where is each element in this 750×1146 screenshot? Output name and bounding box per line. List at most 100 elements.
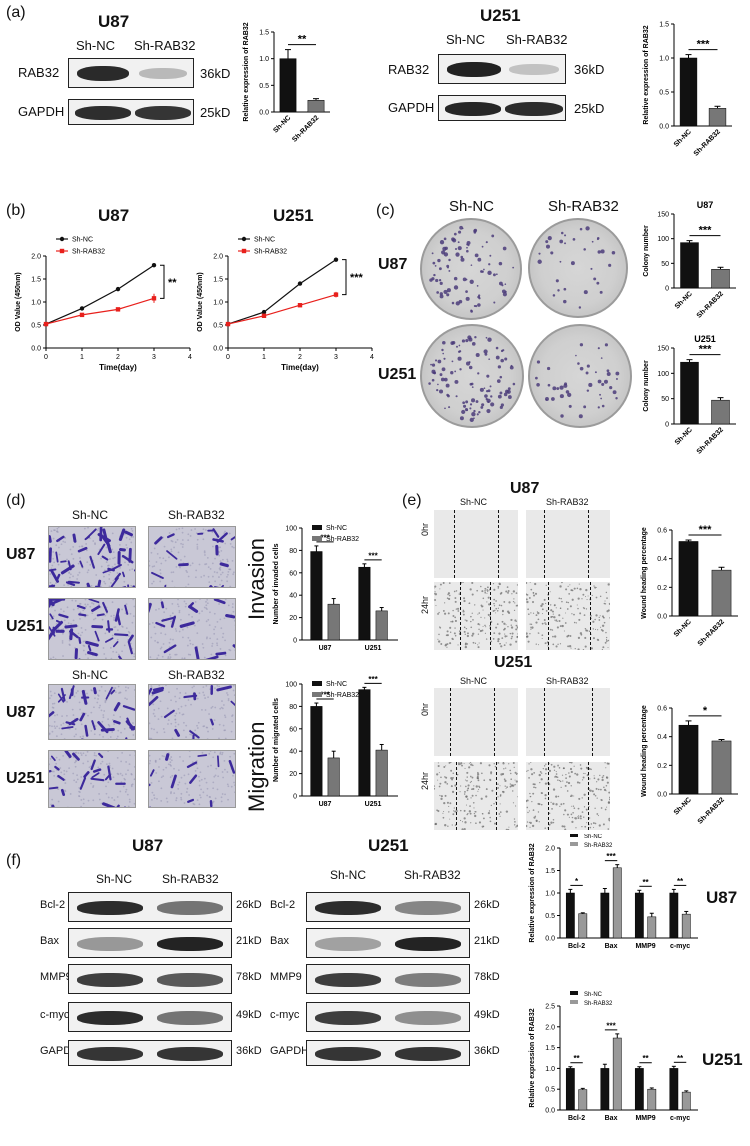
membrane-pore: [170, 699, 172, 702]
cell-speck: [467, 812, 469, 815]
membrane-pore: [177, 551, 180, 554]
colony: [439, 292, 443, 296]
cell-speck: [496, 623, 499, 625]
membrane-pore: [124, 686, 127, 689]
stained-cell: [65, 721, 76, 726]
membrane-pore: [80, 776, 83, 778]
row-label-rab32: RAB32: [18, 65, 60, 80]
colony: [606, 372, 611, 376]
cell-speck: [562, 802, 565, 805]
colony: [468, 365, 473, 370]
cell-speck: [603, 602, 606, 605]
colony: [499, 391, 503, 395]
data-point: [297, 303, 303, 308]
membrane-pore: [165, 607, 168, 610]
cell-speck: [463, 817, 466, 820]
membrane-pore: [206, 636, 208, 639]
membrane-pore: [158, 780, 160, 783]
cell-speck: [506, 586, 509, 589]
membrane-pore: [113, 626, 116, 629]
stained-cell: [213, 599, 226, 605]
membrane-pore: [170, 539, 173, 542]
y-tick-label: 0: [293, 638, 297, 645]
colony: [506, 389, 511, 394]
membrane-pore: [150, 737, 153, 739]
membrane-pore: [185, 602, 188, 605]
membrane-pore: [204, 554, 206, 556]
membrane-pore: [107, 796, 110, 799]
stained-cell: [76, 604, 86, 610]
cell-speck: [482, 597, 485, 600]
stained-cell: [65, 581, 76, 587]
membrane-pore: [127, 635, 130, 638]
colony: [603, 379, 608, 384]
blot-band: [315, 1011, 381, 1025]
lane-label-shnc: Sh-NC: [76, 38, 116, 53]
stained-cell: [183, 694, 198, 699]
x-tick-label: Sh-NC: [674, 290, 694, 310]
significance-label: ***: [606, 852, 616, 861]
cell-speck: [463, 597, 466, 600]
membrane-pore: [218, 576, 220, 578]
membrane-pore: [57, 563, 60, 566]
colony: [489, 254, 492, 257]
membrane-pore: [126, 793, 129, 796]
colony: [479, 387, 484, 392]
cell-speck: [564, 622, 567, 624]
panel-a-label: (a): [6, 4, 26, 21]
y-tick-label: 0.5: [31, 323, 41, 330]
cell-speck: [528, 821, 530, 823]
membrane-pore: [80, 754, 83, 756]
cell-speck: [600, 628, 603, 631]
cell-speck: [502, 762, 505, 765]
membrane-pore: [49, 758, 52, 760]
y-tick-label: 80: [289, 548, 297, 555]
cell-speck: [602, 774, 605, 777]
time-label-0hr: 0hr: [420, 522, 430, 536]
x-tick-label: Sh-RAB32: [697, 796, 726, 825]
cell-speck: [567, 645, 570, 648]
membrane-pore: [190, 738, 193, 739]
colony: [493, 273, 496, 277]
membrane-pore: [170, 792, 172, 795]
y-tick-label: 1.0: [545, 891, 555, 898]
cell-speck: [501, 637, 504, 640]
cell-speck: [484, 587, 487, 590]
membrane-pore: [179, 691, 182, 694]
legend-marker: [241, 236, 247, 242]
colony: [485, 336, 488, 339]
colony: [556, 387, 560, 390]
membrane-pore: [124, 790, 127, 793]
membrane-pore: [212, 800, 215, 803]
cell-speck: [566, 608, 569, 610]
membrane-pore: [127, 563, 130, 566]
blot-strip: [306, 1040, 470, 1066]
cell-speck: [608, 602, 610, 605]
cell-speck: [531, 773, 534, 776]
y-tick-label: 1.5: [259, 30, 269, 37]
membrane-pore: [110, 581, 112, 584]
stained-cell: [55, 551, 59, 563]
significance-label: ***: [368, 551, 378, 560]
x-tick-label: MMP9: [635, 943, 655, 950]
blot-band: [157, 1047, 223, 1061]
colony: [488, 358, 491, 361]
cell-speck: [489, 816, 491, 819]
cell-speck: [497, 783, 499, 785]
membrane-pore: [198, 619, 200, 622]
membrane-pore: [81, 631, 84, 634]
series-line: [227, 294, 337, 325]
colony: [448, 258, 451, 262]
chart-b-u251: 0.00.51.01.52.0OD Value (450nm)0 1 2 3 4Time…: [197, 236, 374, 373]
cell-speck: [570, 813, 573, 816]
cell-speck: [444, 644, 447, 647]
cell-speck: [477, 646, 480, 649]
membrane-pore: [88, 537, 91, 540]
membrane-pore: [60, 724, 63, 726]
colony: [611, 250, 616, 255]
cell-speck: [463, 630, 466, 633]
membrane-pore: [76, 578, 79, 580]
colony: [481, 270, 484, 273]
membrane-pore: [131, 621, 134, 624]
colony: [599, 393, 601, 396]
